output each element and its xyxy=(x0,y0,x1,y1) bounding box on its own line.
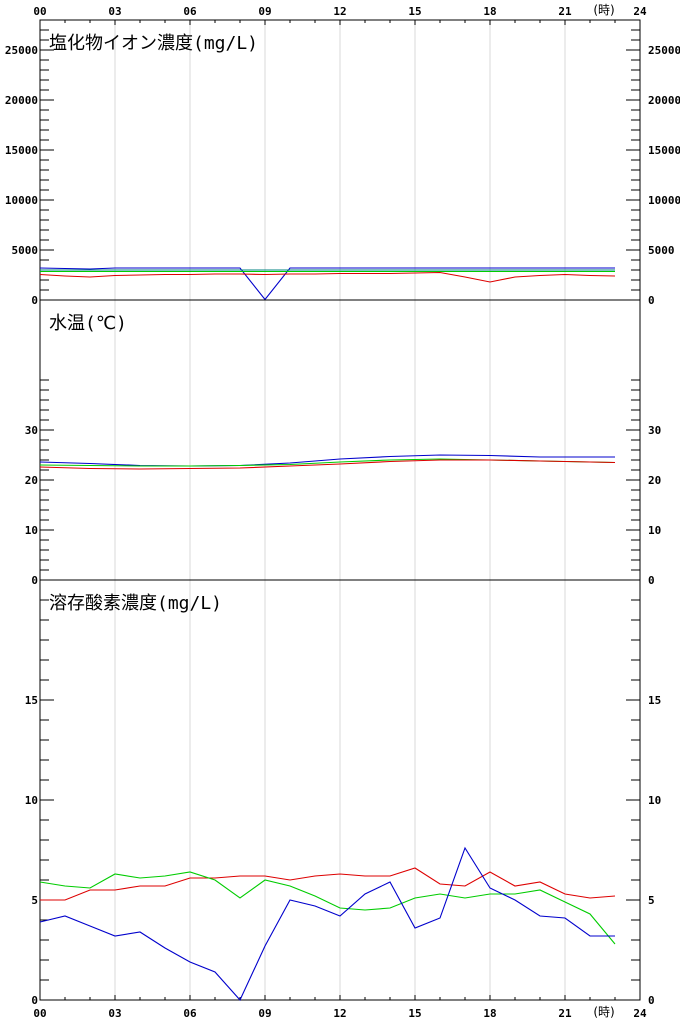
y-tick-label-right: 30 xyxy=(648,424,661,437)
x-tick-label-bottom: 18 xyxy=(483,1007,496,1020)
y-tick-label-right: 20000 xyxy=(648,94,680,107)
x-tick-label-top: 24 xyxy=(633,5,647,18)
y-tick-label-left: 10 xyxy=(25,794,38,807)
x-tick-label-top: 18 xyxy=(483,5,496,18)
x-tick-label-bottom: 09 xyxy=(258,1007,271,1020)
y-tick-label-left: 5000 xyxy=(12,244,39,257)
series-line xyxy=(39,271,616,283)
panel-frame xyxy=(39,579,641,1001)
y-tick-label-left: 15000 xyxy=(5,144,38,157)
y-tick-label-right: 15 xyxy=(648,694,661,707)
y-tick-label-right: 5 xyxy=(648,894,655,907)
y-tick-label-left: 30 xyxy=(25,424,38,437)
series-line xyxy=(39,871,616,945)
x-tick-label-bottom: 06 xyxy=(183,1007,197,1020)
y-tick-label-right: 10 xyxy=(648,794,661,807)
y-tick-label-right: 10 xyxy=(648,524,661,537)
y-tick-label-left: 20000 xyxy=(5,94,38,107)
x-tick-label-bottom: 21 xyxy=(558,1007,572,1020)
x-unit-label-top: (時) xyxy=(593,3,614,17)
series-line xyxy=(39,267,615,301)
x-tick-label-top: 15 xyxy=(408,5,421,18)
panel-title: 溶存酸素濃度(mg/L) xyxy=(49,593,222,614)
y-tick-label-left: 15 xyxy=(25,694,38,707)
y-tick-label-left: 0 xyxy=(31,294,38,307)
y-tick-label-left: 0 xyxy=(31,574,38,587)
x-tick-label-top: 00 xyxy=(33,5,46,18)
y-tick-label-right: 0 xyxy=(648,294,655,307)
x-tick-label-bottom: 15 xyxy=(408,1007,421,1020)
x-tick-label-top: 06 xyxy=(183,5,197,18)
series-line xyxy=(40,867,616,901)
x-tick-label-bottom: 03 xyxy=(108,1007,121,1020)
y-tick-label-right: 0 xyxy=(648,574,655,587)
series-line xyxy=(39,459,616,470)
x-tick-label-top: 03 xyxy=(108,5,121,18)
y-tick-label-left: 0 xyxy=(31,994,38,1007)
y-tick-label-right: 25000 xyxy=(648,44,680,57)
panel-title: 塩化物イオン濃度(mg/L) xyxy=(49,33,258,54)
y-tick-label-right: 10000 xyxy=(648,194,680,207)
y-tick-label-left: 10 xyxy=(25,524,38,537)
y-tick-label-right: 15000 xyxy=(648,144,680,157)
y-tick-label-left: 10000 xyxy=(5,194,38,207)
y-tick-label-left: 5 xyxy=(31,894,38,907)
series-line xyxy=(39,846,615,1001)
y-tick-label-right: 20 xyxy=(648,474,661,487)
x-unit-label-bottom: (時) xyxy=(593,1005,614,1019)
x-tick-label-top: 09 xyxy=(258,5,271,18)
panel-title: 水温(℃) xyxy=(49,313,127,334)
x-tick-label-bottom: 12 xyxy=(333,1007,346,1020)
x-tick-label-bottom: 00 xyxy=(33,1007,46,1020)
y-tick-label-left: 25000 xyxy=(5,44,38,57)
x-tick-label-bottom: 24 xyxy=(633,1007,647,1020)
y-tick-label-right: 0 xyxy=(648,994,655,1007)
y-tick-label-left: 20 xyxy=(25,474,38,487)
y-tick-label-right: 5000 xyxy=(648,244,675,257)
x-tick-label-top: 12 xyxy=(333,5,346,18)
x-tick-label-top: 21 xyxy=(558,5,572,18)
